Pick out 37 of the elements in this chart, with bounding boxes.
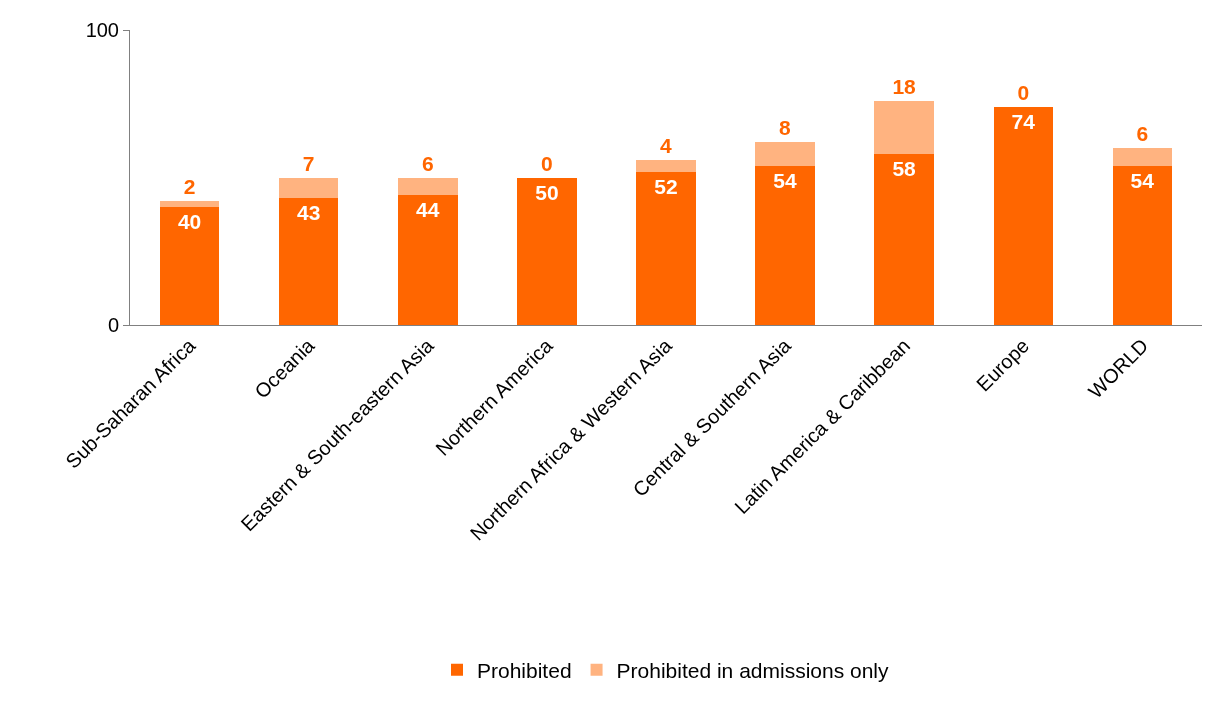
data-label: 40 (177, 210, 202, 233)
data-label: 74 (1011, 109, 1036, 133)
bar (278, 177, 339, 199)
data-label: 4 (660, 133, 672, 157)
data-label: 54 (773, 168, 797, 192)
bar (636, 159, 696, 172)
data-label: 6 (1136, 122, 1149, 145)
y-tick-label: 100 (85, 19, 119, 41)
bar (398, 177, 458, 196)
bar (159, 207, 220, 325)
bar (398, 195, 458, 325)
data-label: 6 (421, 151, 434, 175)
data-label: 7 (302, 151, 315, 175)
data-label: 43 (296, 201, 321, 225)
legend-label: Prohibited (477, 658, 572, 682)
legend-label: Prohibited in admissions only (616, 658, 890, 682)
bar (993, 106, 1054, 325)
bar (755, 165, 815, 325)
data-label: 58 (892, 156, 917, 180)
data-label: 0 (541, 151, 553, 175)
bar (874, 153, 934, 325)
data-label: 2 (183, 175, 196, 199)
bar (278, 198, 339, 325)
bar (636, 171, 696, 325)
data-label: 8 (779, 116, 792, 140)
data-label: 44 (415, 198, 440, 222)
data-label: 18 (892, 74, 917, 98)
data-label: 50 (535, 180, 559, 204)
bar (159, 201, 220, 207)
bar (755, 142, 815, 166)
data-label: 54 (1130, 168, 1155, 192)
bar (517, 177, 577, 325)
data-label: 52 (654, 174, 678, 198)
data-label: 0 (1017, 80, 1030, 104)
bar (1112, 165, 1173, 325)
bar (874, 100, 934, 154)
bar (1112, 148, 1173, 166)
